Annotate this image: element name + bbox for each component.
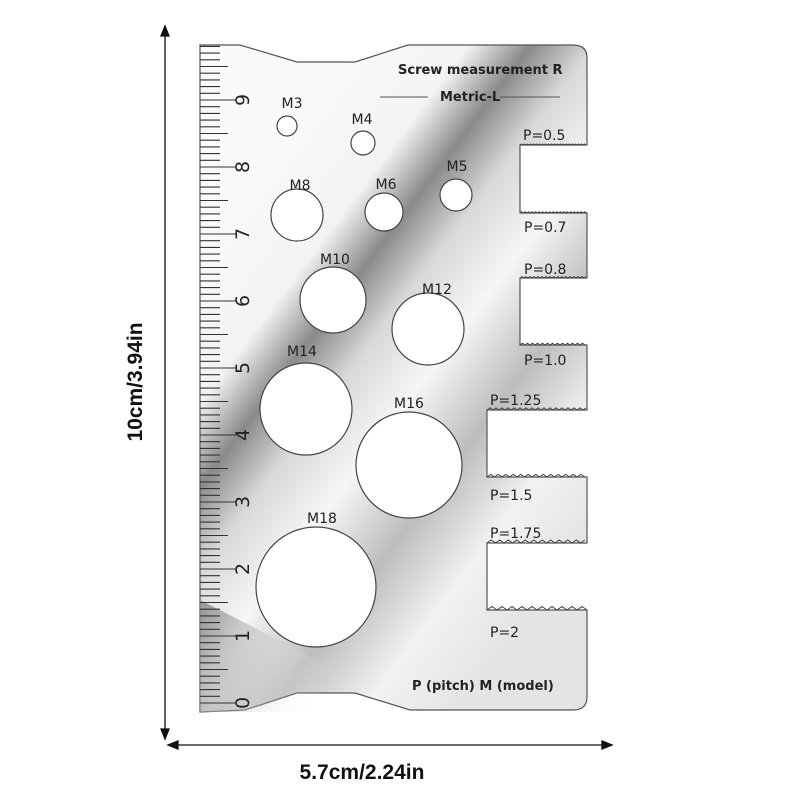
arrow-down-icon (160, 728, 170, 741)
ruler-label: 2 (232, 563, 254, 575)
hole-m18 (255, 526, 377, 648)
arrow-up-icon (160, 24, 170, 37)
ruler-label: 4 (232, 429, 254, 441)
hole-m5 (439, 178, 473, 212)
hole-label: M12 (422, 282, 452, 298)
ruler-label: 9 (232, 94, 254, 106)
hole-m3 (276, 115, 298, 137)
hole-label: M8 (290, 178, 311, 194)
thread-teeth (486, 143, 588, 611)
width-label: 5.7cm/2.24in (300, 761, 425, 784)
thread-teeth-row (486, 605, 588, 611)
pitch-label: P=1.0 (524, 353, 566, 369)
height-label: 10cm/3.94in (124, 322, 147, 441)
hole-label: M18 (307, 511, 337, 527)
ruler-label: 1 (232, 630, 254, 642)
hole-m16 (355, 411, 463, 519)
height-dimension (160, 24, 170, 741)
pitch-label: P=2 (490, 625, 519, 641)
hole-m14 (259, 362, 353, 456)
hole-label: M5 (447, 159, 468, 175)
thread-teeth-row (519, 275, 587, 279)
ruler-ticks (200, 45, 236, 704)
ruler-label: 0 (232, 697, 254, 709)
pitch-label: P=0.7 (524, 220, 566, 236)
hole-label: M3 (282, 96, 303, 112)
card-subtitle: Metric-L (440, 90, 500, 105)
thread-teeth-row (486, 407, 587, 411)
width-dimension (166, 740, 614, 750)
card-title: Screw measurement R (398, 63, 563, 78)
ruler-label: 3 (232, 496, 254, 508)
ruler-label: 7 (232, 228, 254, 240)
holes: M3 M4 M5 M8 M6 M10 M12 M14 M16 M18 (255, 96, 473, 648)
pitch-label: P=1.75 (490, 526, 541, 542)
pitch-label: P=0.5 (523, 128, 565, 144)
ruler-label: 8 (232, 161, 254, 173)
pitch-labels: P=0.5 P=0.7 P=0.8 P=1.0 P=1.25 P=1.5 P=1.75 P=2 (490, 128, 566, 641)
hole-label: M6 (376, 177, 397, 193)
hole-m6 (364, 192, 404, 232)
pitch-label: P=0.8 (524, 262, 566, 278)
thread-teeth-row (519, 211, 587, 214)
hole-label: M16 (394, 396, 424, 412)
card-legend: P (pitch) M (model) (412, 679, 554, 694)
hole-label: M14 (287, 344, 317, 360)
thread-teeth-row (519, 342, 586, 346)
arrow-left-icon (166, 740, 179, 750)
hole-m12 (391, 292, 465, 366)
ruler-labels: 0 1 2 3 4 5 6 7 8 9 (232, 94, 254, 709)
hole-label: M10 (320, 252, 350, 268)
ruler-label: 6 (232, 295, 254, 307)
thread-teeth-row (486, 539, 586, 544)
hole-m4 (350, 130, 376, 156)
thread-teeth-row (519, 143, 587, 146)
hole-label: M4 (352, 112, 373, 128)
card-shading (200, 600, 420, 712)
pitch-label: P=1.5 (490, 488, 532, 504)
hole-m10 (299, 266, 367, 334)
ruler-label: 5 (232, 362, 254, 374)
hole-m8 (270, 188, 324, 242)
arrow-right-icon (601, 740, 614, 750)
pitch-label: P=1.25 (490, 393, 541, 409)
thread-teeth-row (486, 473, 585, 478)
